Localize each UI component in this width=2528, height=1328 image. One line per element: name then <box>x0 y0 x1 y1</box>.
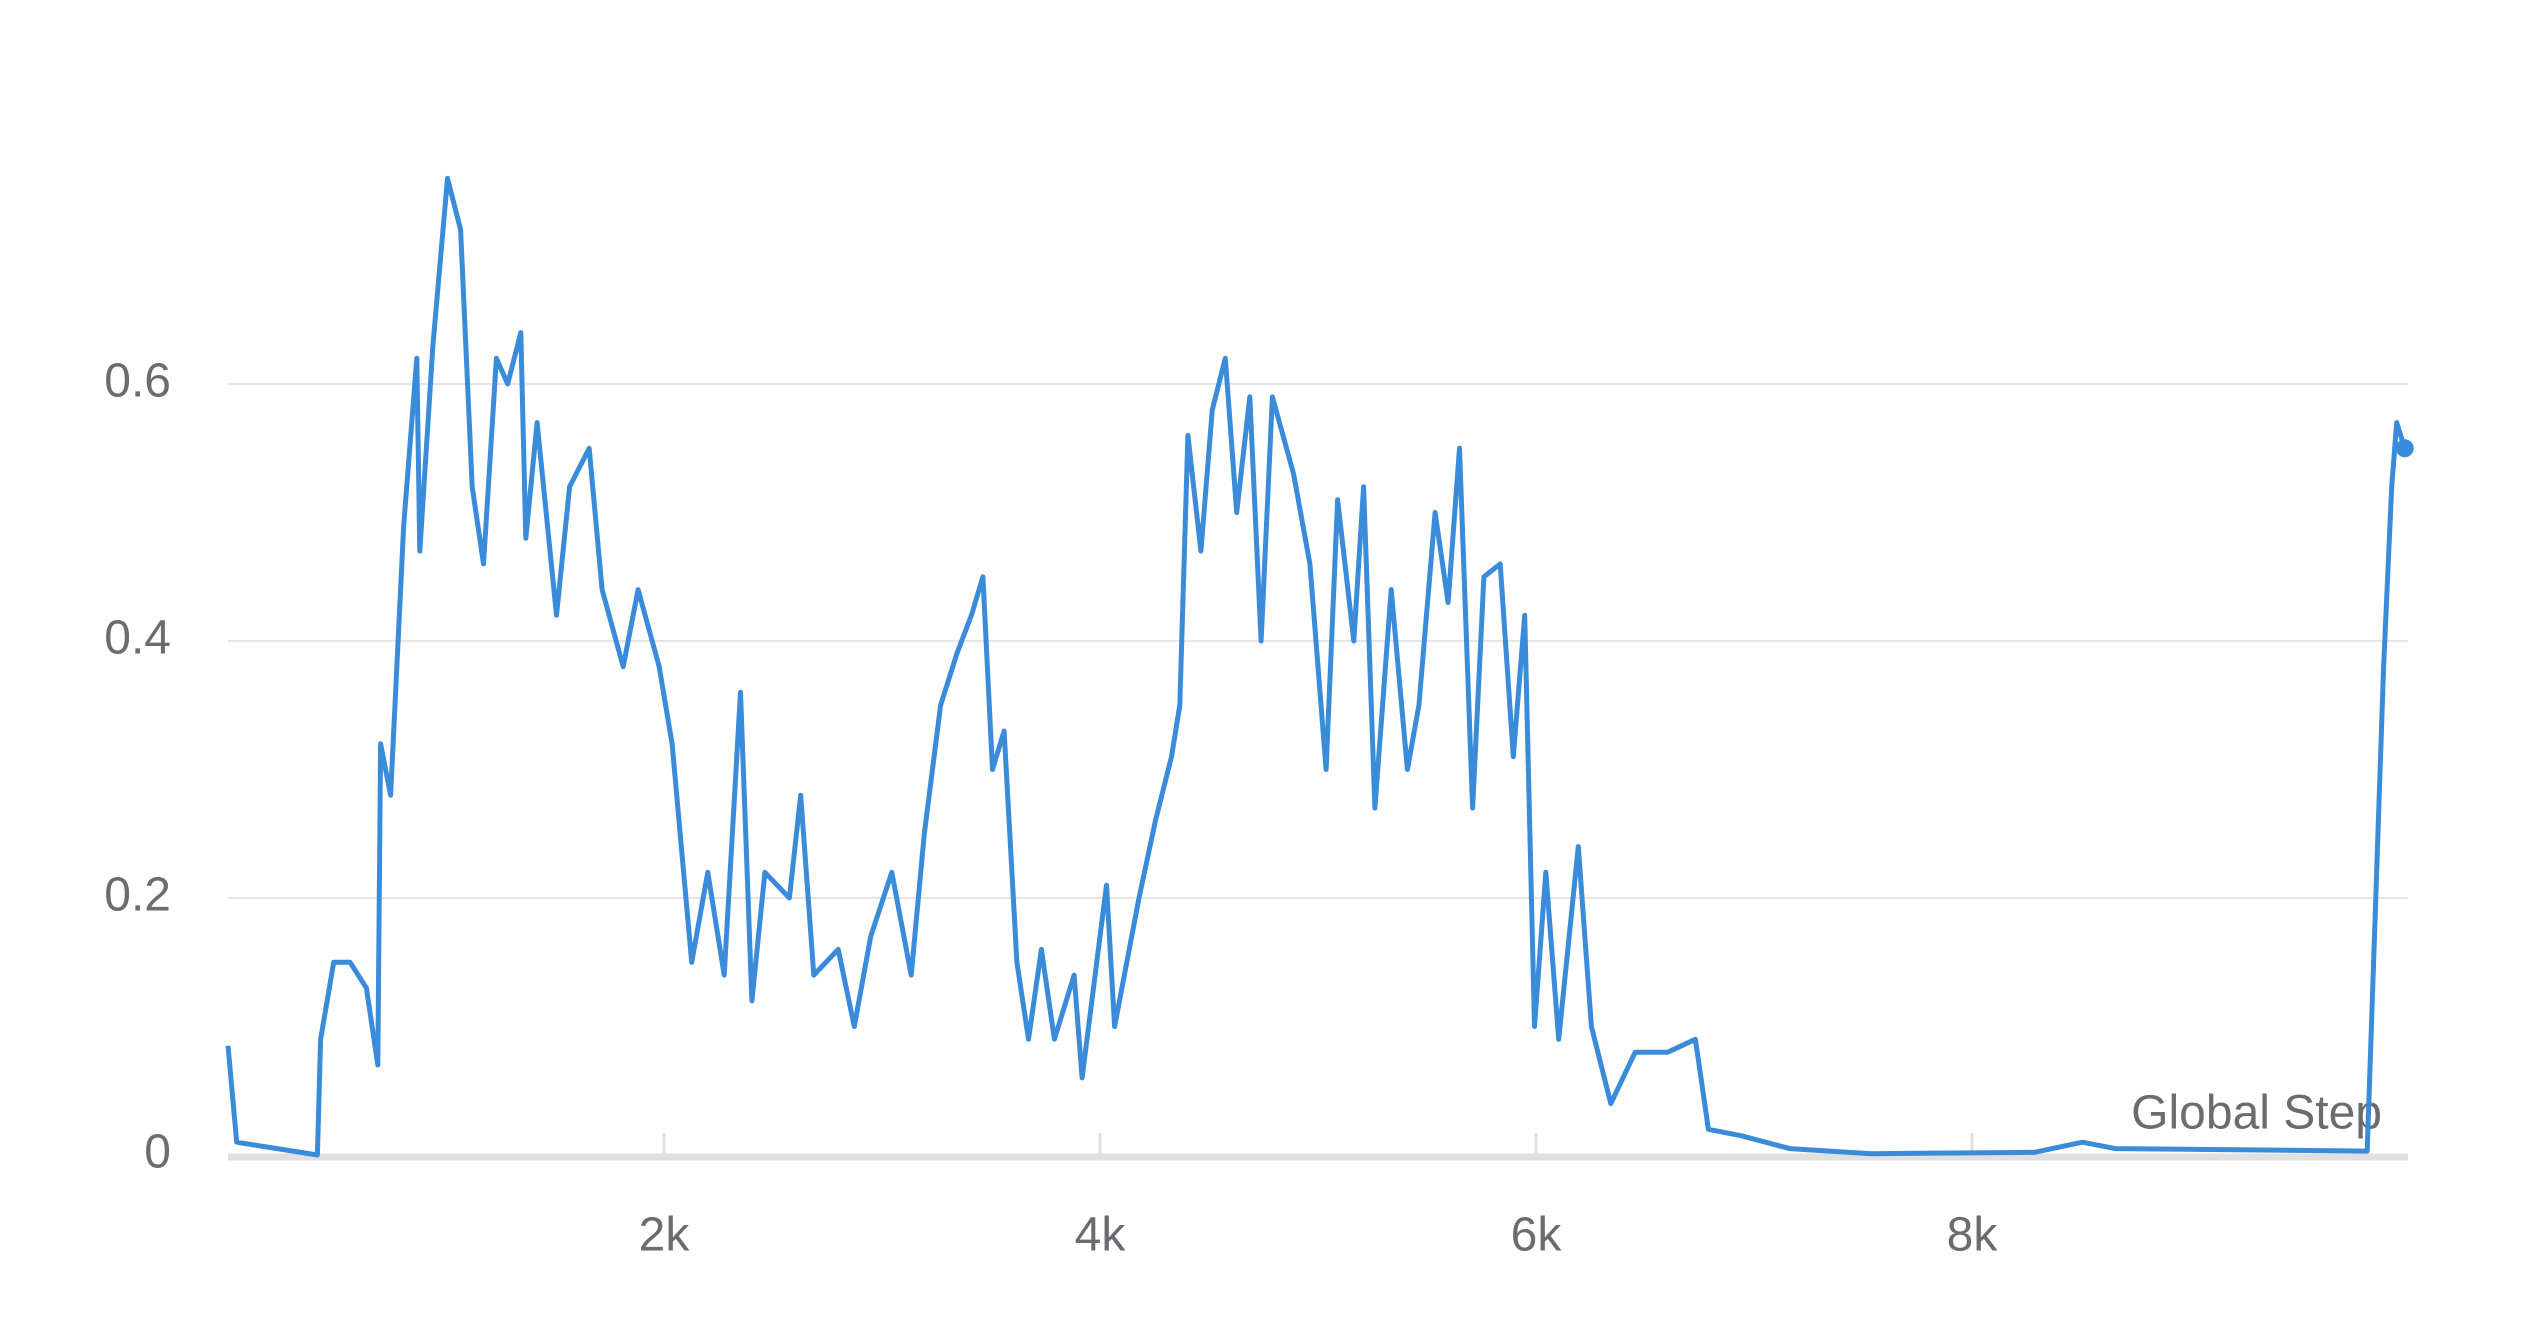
x-axis-label: Global Step <box>2131 1087 2382 1140</box>
y-tick-label: 0.2 <box>104 869 171 922</box>
x-tick-label: 6k <box>1511 1209 1563 1262</box>
x-tick-label: 2k <box>639 1209 691 1262</box>
x-tick-label: 4k <box>1075 1209 1127 1262</box>
y-tick-label: 0 <box>144 1126 171 1179</box>
y-tick-label: 0.6 <box>104 355 171 408</box>
line <box>225 175 2408 1158</box>
x-tick-label: 8k <box>1947 1209 1999 1262</box>
end-point <box>2395 439 2414 458</box>
y-tick-label: 0.4 <box>104 612 171 665</box>
